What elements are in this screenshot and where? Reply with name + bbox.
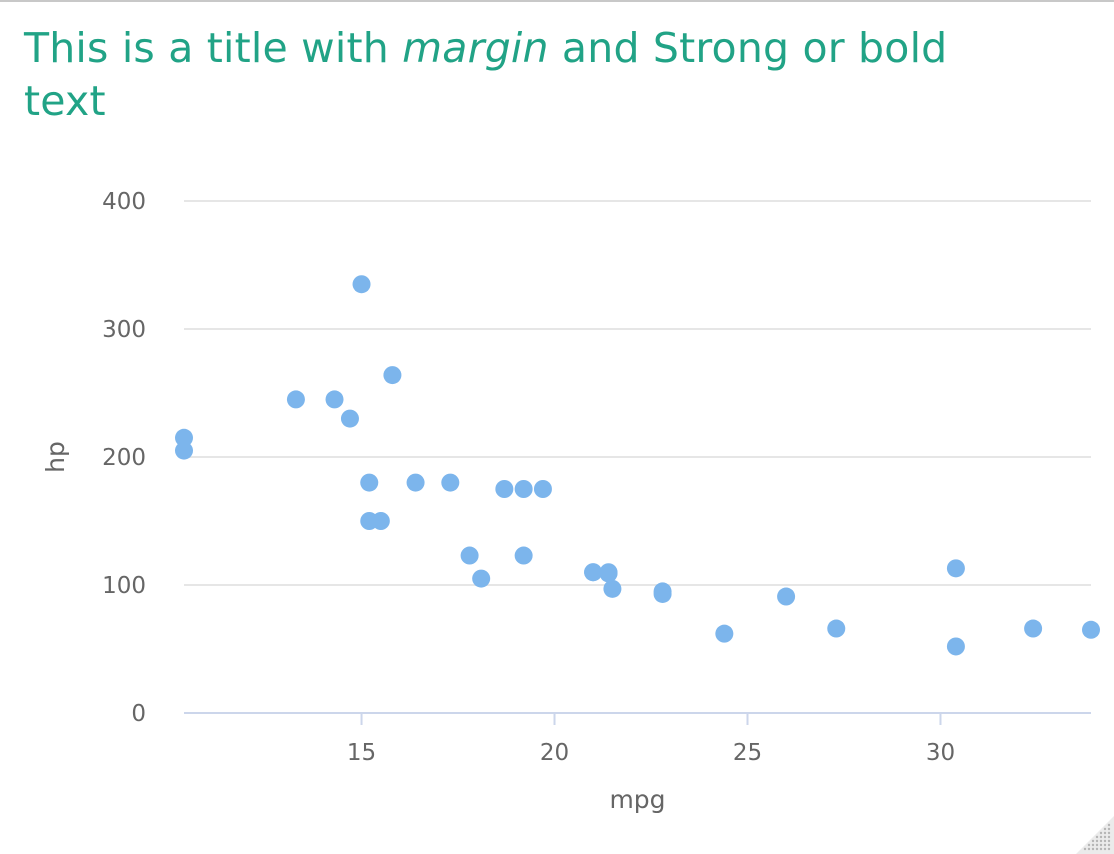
x-tick-label: 15 — [347, 740, 376, 766]
chart-title-rest: and Strong or bold text — [24, 24, 948, 125]
data-point — [352, 275, 371, 294]
x-tick-label: 25 — [733, 740, 762, 766]
data-point — [175, 441, 193, 460]
y-tick-label: 100 — [102, 573, 146, 599]
y-tick-label: 400 — [102, 189, 146, 215]
data-point — [653, 582, 672, 601]
data-point — [946, 637, 965, 656]
data-point — [286, 390, 305, 409]
data-point — [584, 563, 603, 582]
data-point — [946, 559, 965, 578]
data-point — [472, 569, 491, 588]
data-point — [495, 480, 514, 498]
x-axis-ticks: 15 20 25 30 — [347, 713, 955, 766]
resize-handle-icon[interactable] — [1076, 816, 1114, 854]
data-point — [514, 546, 533, 565]
data-point — [460, 546, 479, 565]
chart-title-text: This is a title with — [24, 24, 403, 72]
data-point — [1024, 619, 1043, 638]
y-tick-label: 0 — [131, 701, 146, 727]
data-point — [514, 480, 533, 498]
grid-lines — [184, 200, 1091, 586]
x-tick-label: 30 — [926, 740, 955, 766]
data-point — [383, 366, 402, 385]
data-point — [603, 579, 622, 598]
data-point — [441, 473, 460, 492]
data-point — [1082, 620, 1100, 639]
data-point — [827, 619, 846, 638]
data-point — [325, 390, 344, 409]
y-axis-labels: 0 100 200 300 400 — [102, 189, 146, 727]
data-point — [599, 564, 618, 583]
y-tick-label: 300 — [102, 317, 146, 343]
data-point — [533, 480, 552, 498]
data-point — [360, 512, 379, 530]
y-tick-label: 200 — [102, 445, 146, 471]
x-axis-title: mpg — [609, 785, 665, 814]
data-point — [360, 473, 379, 492]
data-point — [406, 473, 425, 492]
data-point — [715, 624, 734, 643]
data-point — [175, 428, 193, 447]
y-axis-title: hp — [41, 441, 70, 473]
data-points — [175, 275, 1100, 656]
chart-title: This is a title with margin and Strong o… — [24, 22, 984, 128]
data-point — [777, 587, 796, 606]
data-point — [340, 409, 359, 428]
x-tick-label: 20 — [540, 740, 569, 766]
chart-title-italic: margin — [402, 24, 549, 72]
